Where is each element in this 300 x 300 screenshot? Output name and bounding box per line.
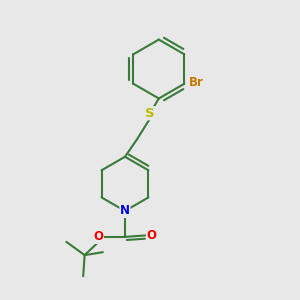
Text: S: S bbox=[145, 107, 155, 120]
Text: N: N bbox=[120, 205, 130, 218]
Text: Br: Br bbox=[189, 76, 204, 89]
Text: O: O bbox=[94, 230, 103, 243]
Text: O: O bbox=[146, 229, 157, 242]
